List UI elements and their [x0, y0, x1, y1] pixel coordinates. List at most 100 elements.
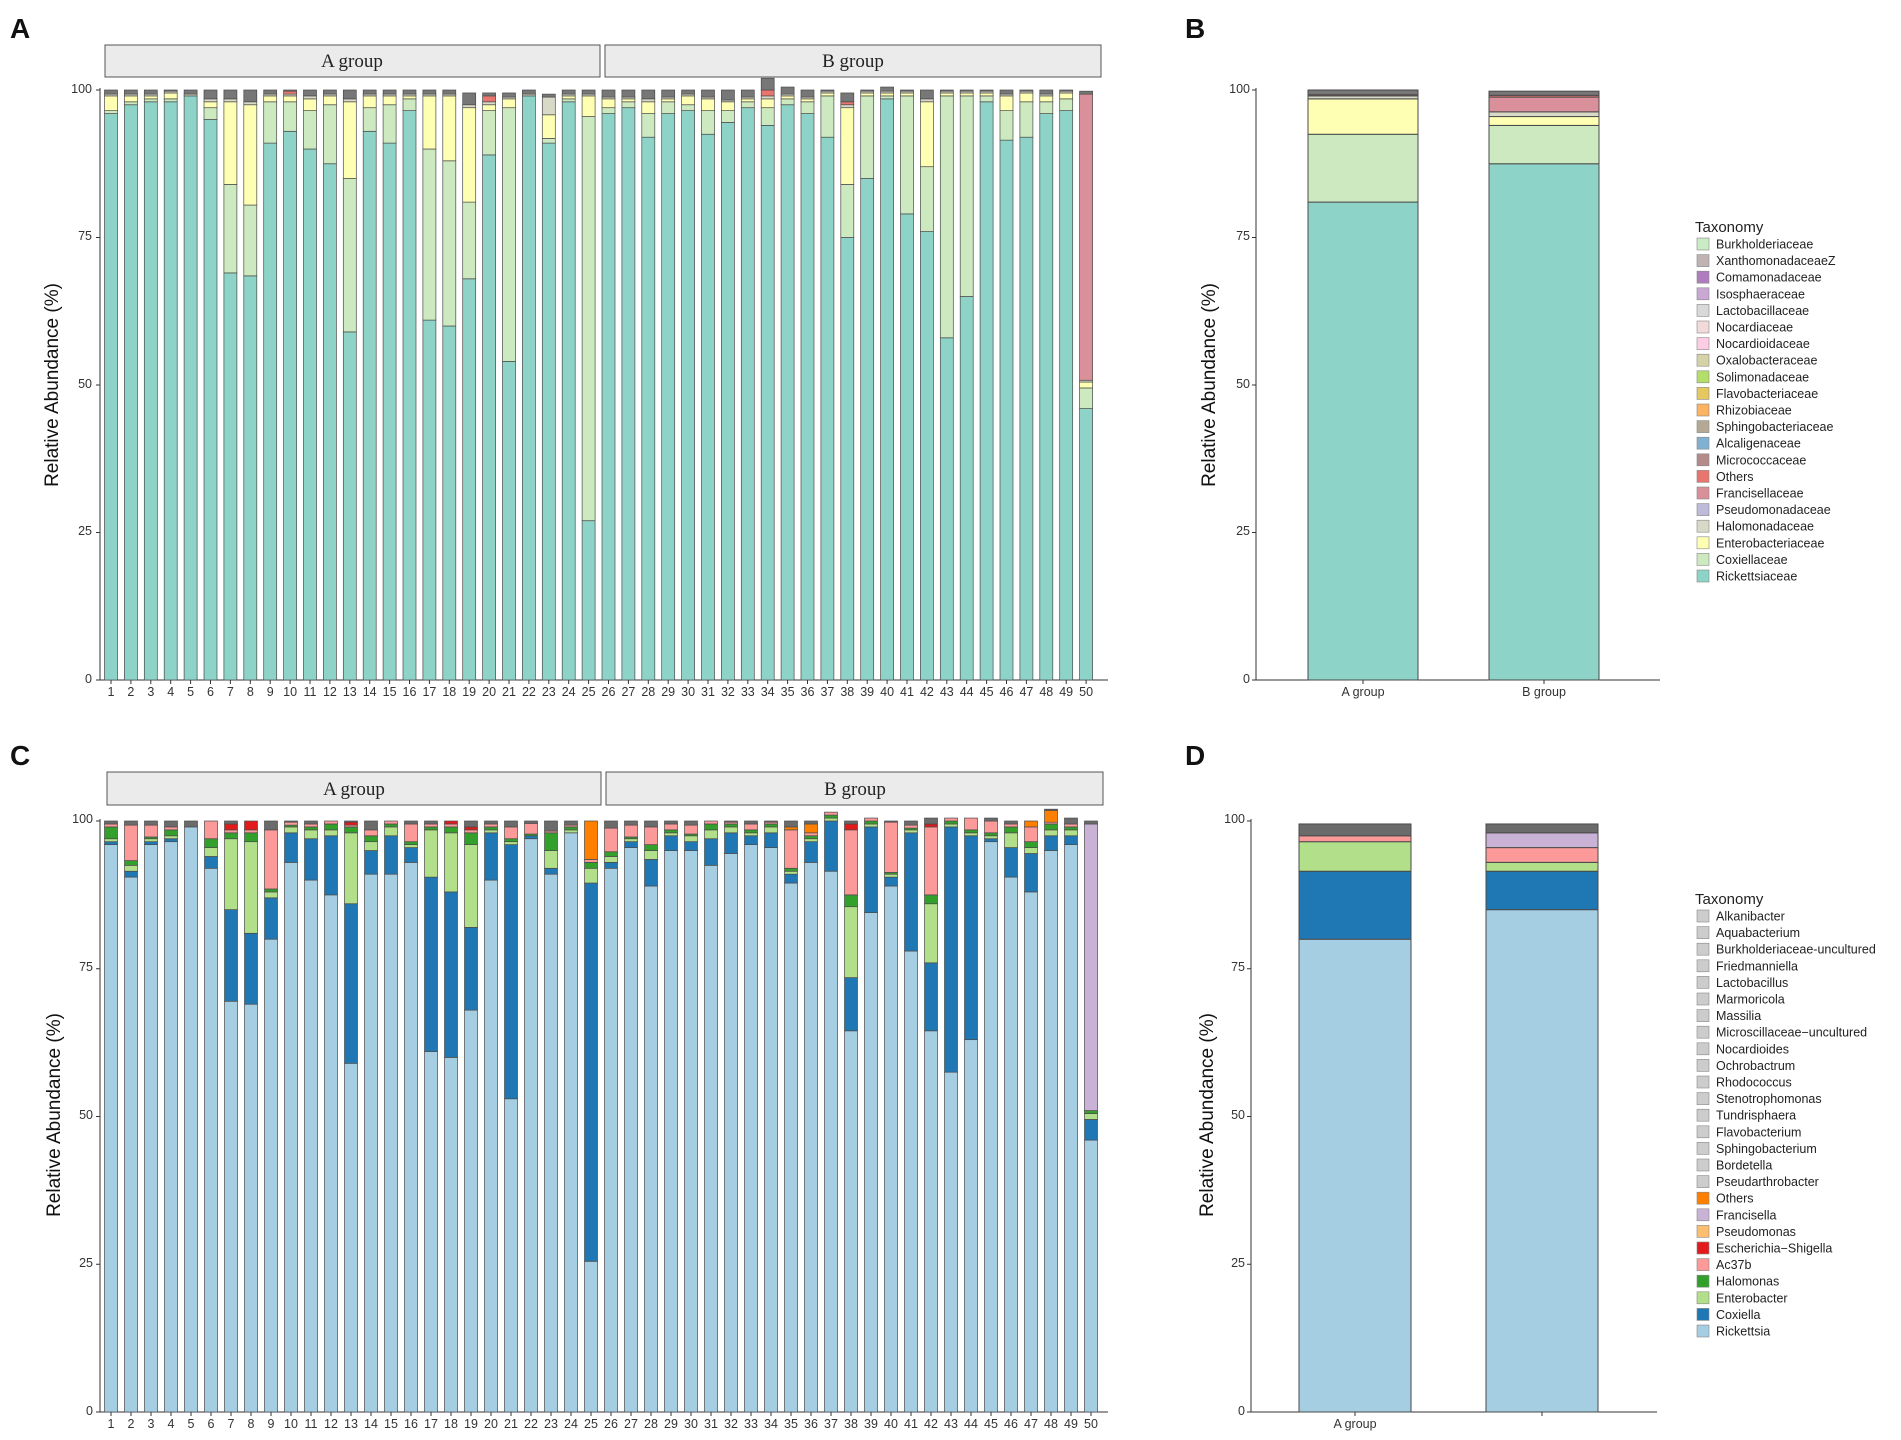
bar-segment-rickettsia-1 [104, 844, 118, 1413]
panel-b-legend-key-micrococcaceae [1696, 453, 1710, 467]
bar-segment-rickettsia-2 [124, 876, 138, 1413]
bar-segment-minor-taxa-unlabeled-12 [323, 89, 337, 95]
bar-segment-minor-taxa-unlabeled-9 [264, 820, 278, 831]
x-tick-label-41: 41 [900, 685, 914, 699]
panel-b-legend-label-solimonadaceae: Solimonadaceae [1716, 370, 1809, 384]
bar-segment-rickettsiaceae-2 [124, 104, 138, 681]
bar-segment-halomonadaceae-19 [462, 104, 477, 109]
bar-segment-coxiellaceae-38 [840, 184, 855, 238]
bar-segment-minor-taxa-unlabeled-11 [304, 820, 318, 825]
panel-b-ytick-100: 100 [1229, 82, 1250, 96]
bar-segment-halomonas-36 [804, 835, 818, 840]
panel-b-legend-key-xanthomonadaceaez [1696, 254, 1710, 267]
bar-segment-rickettsia-a-group [1298, 938, 1412, 1413]
panel-d-legend-key-massilia [1696, 1009, 1710, 1022]
bar-segment-coxiellaceae-7 [223, 184, 238, 274]
bar-segment-minor-taxa-unlabeled-25 [581, 89, 596, 95]
bar-segment-enterobacter-44 [964, 832, 978, 837]
panel-d-legend-key-pseudarthrobacter [1696, 1175, 1710, 1188]
bar-segment-rickettsia-36 [804, 862, 818, 1413]
bar-segment-halomonadaceae-42 [920, 98, 934, 103]
panel-a-ytick-100: 100 [71, 82, 92, 96]
bar-segment-minor-taxa-unlabeled-31 [701, 89, 715, 98]
x-tick-label-15: 15 [384, 1417, 398, 1431]
bar-segment-enterobacteriaceae-19 [462, 107, 477, 203]
bar-segment-coxiellaceae-20 [482, 110, 496, 156]
panel-d-legend-label-alkanibacter: Alkanibacter [1716, 910, 1785, 924]
bar-segment-rickettsia-18 [444, 1057, 458, 1413]
bar-segment-minor-taxa-unlabeled-18 [442, 89, 457, 95]
bar-segment-rickettsia-21 [504, 1098, 518, 1413]
bar-segment-rickettsiaceae-12 [323, 163, 337, 681]
bar-segment-francisella-bar-2 [1485, 832, 1599, 849]
panel-d-y-axis-title: Relative Abundance (%) [1197, 1013, 1218, 1217]
bar-segment-minor-taxa-unlabeled-a-group [1298, 823, 1412, 837]
bar-segment-enterobacter-41 [904, 829, 918, 834]
bar-segment-rickettsia-22 [524, 838, 538, 1413]
bar-segment-enterobacter-34 [764, 826, 778, 834]
bar-segment-francisella-50 [1084, 823, 1098, 1111]
bar-segment-enterobacteriaceae-46 [999, 95, 1014, 112]
bar-segment-minor-taxa-unlabeled-3 [143, 89, 158, 95]
bar-segment-coxiellaceae-15 [382, 104, 397, 144]
bar-segment-halomonas-12 [324, 823, 338, 831]
bar-segment-rickettsiaceae-20 [482, 154, 496, 681]
bar-segment-halomonas-25 [584, 862, 598, 869]
bar-segment-enterobacteriaceae-10 [283, 95, 297, 103]
panel-d-legend-key-stenotrophomonas [1696, 1092, 1710, 1105]
bar-segment-enterobacteriaceae-b-group [1488, 116, 1600, 126]
bar-segment-minor-taxa-unlabeled-bar-2 [1485, 823, 1599, 834]
bar-segment-coxiellaceae-31 [701, 110, 715, 135]
bar-segment-coxiella-7 [224, 909, 238, 1002]
bar-segment-ac37b-37 [824, 811, 838, 816]
bar-segment-ac37b-42 [924, 826, 938, 896]
bar-segment-rickettsia-50 [1084, 1139, 1098, 1413]
bar-segment-rickettsia-46 [1004, 876, 1018, 1413]
bar-segment-halomonas-4 [164, 829, 178, 837]
x-tick-label-36: 36 [804, 1417, 818, 1431]
x-tick-label-24: 24 [564, 1417, 578, 1431]
bar-segment-halomonas-14 [364, 835, 378, 843]
bar-segment-minor-taxa-unlabeled-16 [404, 820, 418, 825]
bar-segment-rickettsia-12 [324, 894, 338, 1413]
x-tick-label-12: 12 [323, 685, 337, 699]
bar-segment-coxiellaceae-10 [283, 101, 297, 132]
bar-segment-coxiella-25 [584, 882, 598, 1262]
bar-segment-coxiellaceae-43 [939, 95, 954, 339]
panel-d-legend-key-ochrobactrum [1696, 1059, 1710, 1072]
bar-segment-minor-taxa-unlabeled-10 [283, 89, 297, 92]
panel-a-ytick-50: 50 [78, 377, 92, 391]
bar-segment-coxiellaceae-b-group [1488, 124, 1600, 165]
x-tick-label-34: 34 [764, 1417, 778, 1431]
bar-segment-rickettsiaceae-33 [740, 107, 755, 681]
x-tick-label-16: 16 [404, 1417, 418, 1431]
bar-segment-enterobacter-42 [924, 903, 938, 964]
bar-segment-coxiellaceae-27 [621, 101, 636, 109]
x-tick-label-4: 4 [167, 685, 174, 699]
bar-segment-minor-taxa-unlabeled-15 [382, 89, 397, 95]
x-tick-label-34: 34 [761, 685, 775, 699]
bar-segment-rickettsiaceae-42 [920, 231, 934, 681]
bar-segment-coxiella-27 [624, 841, 638, 848]
bar-segment-minor-taxa-unlabeled-44 [959, 89, 974, 92]
bar-segment-minor-taxa-unlabeled-50 [1079, 90, 1093, 95]
panel-d-legend-key-ac37b [1696, 1258, 1710, 1271]
bar-segment-francisellaceae-b-group [1488, 96, 1600, 113]
bar-segment-minor-taxa-unlabeled-36 [804, 820, 818, 825]
panel-b-legend-label-sphingobacteriaceae: Sphingobacteriaceae [1716, 420, 1833, 434]
bar-segment-coxiella-4 [164, 838, 178, 843]
panel-label-a: A [10, 13, 30, 44]
panel-b-ytick-50: 50 [1236, 377, 1250, 391]
bar-segment-halomonadaceae-6 [203, 98, 218, 103]
bar-segment-enterobacter-8 [244, 841, 258, 934]
bar-segment-ac37b-43 [944, 817, 958, 822]
bar-segment-enterobacteriaceae-14 [362, 95, 377, 109]
bar-segment-ac37b-38 [844, 829, 858, 896]
bar-segment-others-48 [1044, 810, 1058, 823]
bar-segment-ac37b-3 [144, 824, 158, 838]
bar-segment-minor-taxa-unlabeled-24 [564, 820, 578, 826]
panel-d-legend-key-friedmanniella [1696, 959, 1710, 973]
bar-segment-ac37b-6 [204, 820, 218, 840]
x-tick-label-28: 28 [641, 685, 655, 699]
panel-d-legend-label-halomonas: Halomonas [1716, 1275, 1779, 1289]
